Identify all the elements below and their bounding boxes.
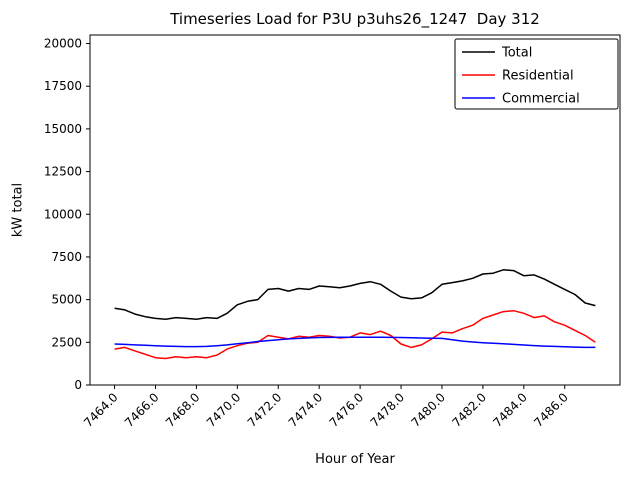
y-tick-label: 12500 (44, 165, 82, 179)
x-tick-label: 7470.0 (204, 390, 244, 430)
y-tick-label: 7500 (51, 250, 82, 264)
x-tick-label: 7478.0 (368, 390, 408, 430)
series-commercial (114, 336, 596, 349)
x-tick-label: 7484.0 (490, 390, 530, 430)
x-tick-label: 7482.0 (449, 390, 489, 430)
x-axis-label: Hour of Year (315, 452, 395, 467)
y-tick-label: 2500 (51, 335, 82, 349)
series-residential (114, 309, 596, 360)
y-tick-label: 20000 (44, 37, 82, 51)
y-tick-label: 17500 (44, 79, 82, 93)
y-tick-label: 5000 (51, 293, 82, 307)
x-tick-label: 7474.0 (286, 390, 326, 430)
x-tick-label: 7476.0 (327, 390, 367, 430)
y-tick-label: 0 (74, 378, 82, 392)
x-tick-label: 7480.0 (408, 390, 448, 430)
x-tick-label: 7464.0 (81, 390, 121, 430)
axes-frame (89, 34, 621, 386)
chart-title: Timeseries Load for P3U p3uhs26_1247 Day… (170, 10, 540, 28)
legend-label-total: Total (501, 46, 532, 61)
x-tick-label: 7472.0 (245, 390, 285, 430)
legend-box (454, 38, 619, 110)
legend-label-commercial: Commercial (502, 92, 580, 107)
x-tick-label: 7486.0 (531, 390, 571, 430)
y-tick-label: 10000 (44, 207, 82, 221)
x-tick-label: 7466.0 (122, 390, 162, 430)
x-tick-label: 7468.0 (163, 390, 203, 430)
legend-label-residential: Residential (502, 69, 574, 84)
y-tick-label: 15000 (44, 122, 82, 136)
series-total (114, 269, 596, 321)
